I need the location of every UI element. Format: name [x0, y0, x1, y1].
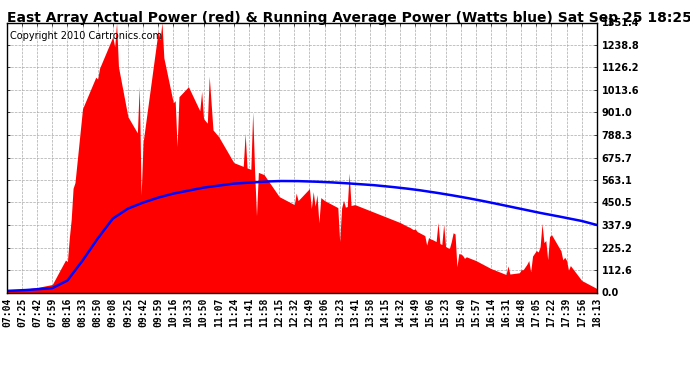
Text: East Array Actual Power (red) & Running Average Power (Watts blue) Sat Sep 25 18: East Array Actual Power (red) & Running …: [7, 11, 690, 25]
Text: Copyright 2010 Cartronics.com: Copyright 2010 Cartronics.com: [10, 31, 162, 40]
